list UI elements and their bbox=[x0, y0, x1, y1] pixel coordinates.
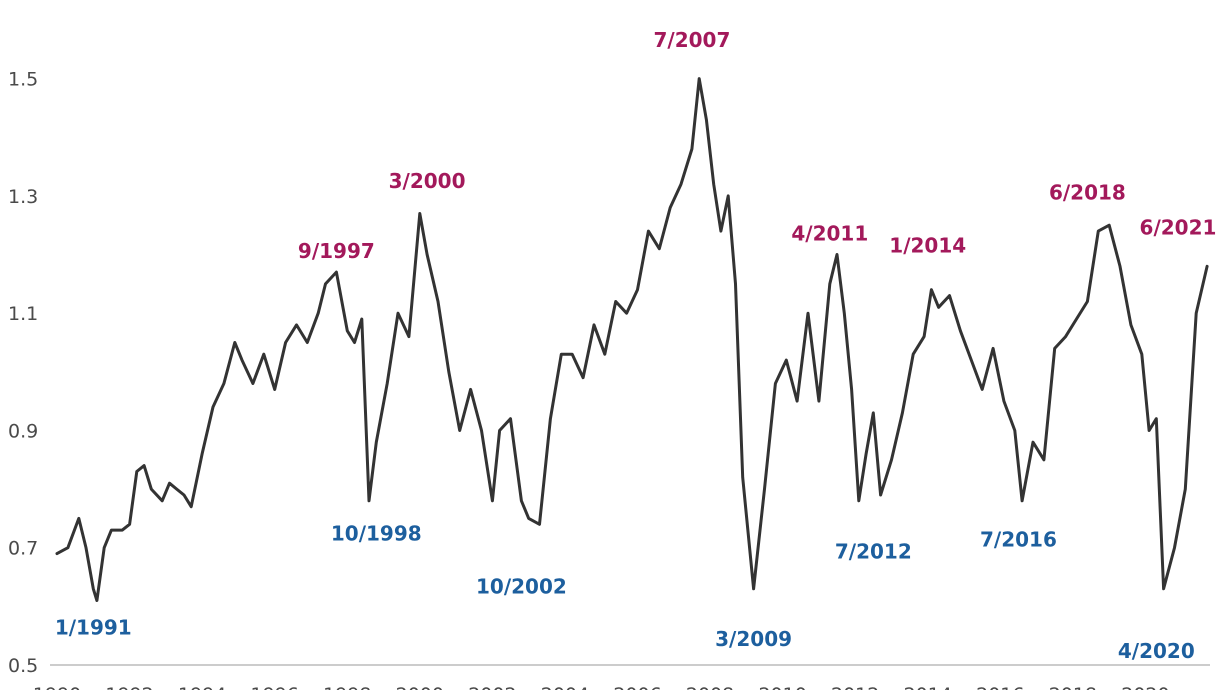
peak-label: 1/2014 bbox=[889, 233, 966, 257]
peak-label: 7/2007 bbox=[653, 28, 730, 52]
peak-label: 9/1997 bbox=[298, 239, 375, 263]
x-tick-label: 2016 bbox=[976, 684, 1024, 690]
y-tick-label: 1.5 bbox=[8, 69, 38, 91]
x-tick-label: 2012 bbox=[831, 684, 879, 690]
trough-label: 7/2016 bbox=[980, 528, 1057, 552]
trough-label: 3/2009 bbox=[715, 627, 792, 651]
x-tick-label: 2018 bbox=[1049, 684, 1097, 690]
y-tick-label: 1.1 bbox=[8, 303, 38, 325]
x-tick-label: 2002 bbox=[468, 684, 516, 690]
peak-label: 4/2011 bbox=[791, 222, 868, 246]
y-tick-label: 0.5 bbox=[8, 655, 38, 677]
x-tick-label: 1994 bbox=[178, 684, 226, 690]
trough-label: 10/2002 bbox=[476, 574, 567, 598]
x-tick-label: 2010 bbox=[758, 684, 806, 690]
x-tick-label: 2008 bbox=[686, 684, 734, 690]
trough-label: 4/2020 bbox=[1118, 639, 1195, 663]
x-tick-label: 1998 bbox=[323, 684, 371, 690]
x-axis-ticks: 1990 1992 1994 1996 1998 2000 2002 2004 2006 2008… bbox=[33, 684, 1170, 690]
peak-label: 3/2000 bbox=[389, 169, 466, 193]
y-tick-label: 0.7 bbox=[8, 538, 38, 560]
x-tick-label: 2014 bbox=[904, 684, 952, 690]
series-group bbox=[55, 77, 1209, 602]
x-tick-label: 1992 bbox=[105, 684, 153, 690]
x-tick-label: 2020 bbox=[1121, 684, 1169, 690]
y-tick-label: 0.9 bbox=[8, 420, 38, 442]
trough-label: 7/2012 bbox=[835, 539, 912, 563]
x-tick-label: 1996 bbox=[251, 684, 299, 690]
peak-label: 6/2018 bbox=[1049, 181, 1126, 205]
annotations: 7/2007 3/2000 9/1997 4/2011 1/2014 6/2018 6/20… bbox=[55, 28, 1217, 663]
y-axis-ticks: 0.5 0.7 0.9 1.1 1.3 1.5 bbox=[8, 69, 38, 677]
x-tick-label: 1990 bbox=[33, 684, 81, 690]
peak-label: 6/2021 bbox=[1140, 216, 1217, 240]
y-tick-label: 1.3 bbox=[8, 186, 38, 208]
trough-label: 1/1991 bbox=[55, 616, 132, 640]
trough-label: 10/1998 bbox=[331, 522, 422, 546]
x-tick-label: 2000 bbox=[396, 684, 444, 690]
x-tick-label: 2004 bbox=[541, 684, 589, 690]
series-line bbox=[55, 77, 1209, 602]
x-tick-label: 2006 bbox=[613, 684, 661, 690]
